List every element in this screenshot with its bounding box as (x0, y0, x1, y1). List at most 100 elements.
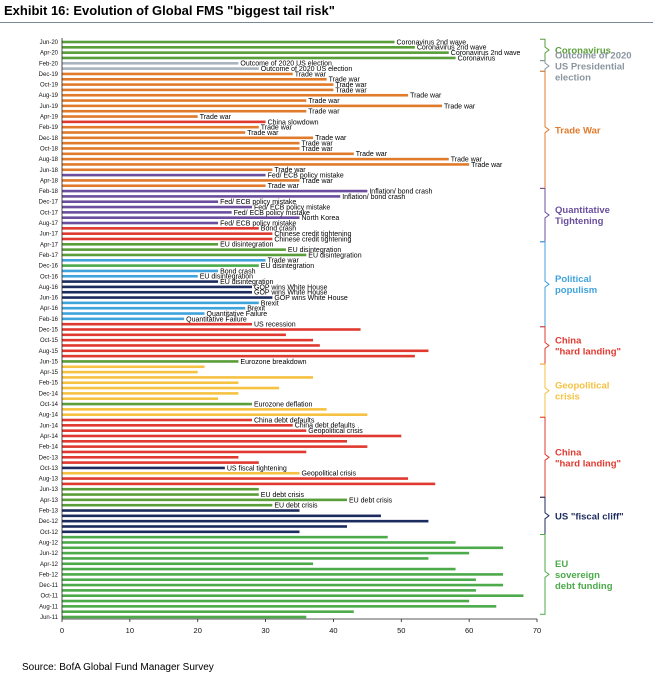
y-tick-label: Apr-14 (40, 434, 59, 440)
group-label: Quantitative (555, 205, 610, 216)
bar (62, 333, 286, 337)
group-bracket (540, 534, 550, 615)
y-tick-label: Aug-19 (39, 93, 59, 99)
bar (62, 477, 409, 480)
bar-annotation: Brexit (247, 306, 265, 313)
bar-annotation: Coronavirus 2nd wave (451, 50, 521, 57)
source-note: Source: BofA Global Fund Manager Survey (22, 662, 214, 673)
y-tick-label: Jun-18 (40, 168, 59, 174)
bar-annotation: Trade war (410, 93, 442, 100)
bar-annotation: EU debt crisis (261, 492, 305, 499)
bar (62, 40, 395, 44)
bar (62, 541, 456, 544)
bar-annotation: Trade war (451, 157, 483, 164)
bar (62, 290, 252, 294)
group-label: EU (555, 559, 568, 570)
bar-annotation: Coronavirus 2nd wave (417, 45, 487, 52)
bar-annotation: Trade war (308, 98, 340, 105)
y-tick-label: Feb-19 (39, 125, 59, 131)
bar-annotation: China slowdown (268, 119, 319, 126)
y-tick-label: Jun-15 (40, 359, 59, 365)
bar-annotation: Fed/ ECB policy mistake (254, 204, 330, 211)
group-label: Trade War (555, 125, 601, 136)
bar (62, 599, 470, 603)
y-tick-label: Oct-14 (40, 402, 59, 408)
bar-annotation: Quantitative Failure (186, 316, 247, 323)
group-label: debt funding (555, 581, 613, 592)
bar (62, 551, 470, 555)
y-tick-label: Dec-12 (39, 519, 59, 525)
bar (62, 445, 368, 448)
bar (62, 317, 185, 321)
bar (62, 450, 307, 454)
bar-annotation: Brexit (261, 300, 279, 307)
y-tick-label: Dec-19 (39, 72, 59, 78)
y-tick-label: Jun-13 (40, 487, 59, 493)
bar-annotation: Coronavirus (458, 55, 496, 62)
bar-annotation: EU disintegration (220, 279, 273, 286)
bar (62, 455, 239, 459)
bar (62, 99, 307, 102)
bar (62, 487, 259, 491)
bar (62, 503, 273, 507)
group-label: election (555, 73, 591, 84)
bar-annotation: Bond crash (220, 268, 256, 275)
y-tick-label: Jun-14 (40, 423, 59, 429)
y-tick-label: Oct-16 (40, 274, 59, 280)
y-tick-label: Feb-13 (39, 509, 59, 515)
group-label: "hard landing" (555, 347, 621, 358)
y-tick-label: Feb-15 (39, 381, 59, 387)
bar (62, 440, 347, 443)
bar (62, 221, 219, 225)
y-tick-label: Aug-18 (39, 157, 59, 163)
bar (62, 296, 273, 299)
bar (62, 424, 293, 427)
group-bracket (540, 38, 550, 62)
bar-annotation: Geopolitical crisis (308, 428, 363, 435)
bar (62, 567, 456, 571)
y-tick-label: Aug-11 (39, 604, 59, 610)
group-label: "hard landing" (555, 458, 621, 469)
chart-title: Exhibit 16: Evolution of Global FMS "big… (4, 3, 335, 18)
y-tick-label: Dec-18 (39, 136, 59, 142)
y-tick-label: Apr-19 (40, 115, 59, 121)
bar (62, 376, 314, 379)
bar (62, 115, 198, 118)
y-tick-label: Oct-15 (40, 338, 59, 344)
x-tick-label: 0 (60, 626, 64, 635)
bar (62, 62, 239, 65)
bar-annotation: Trade war (295, 71, 327, 78)
bar-annotation: Trade war (268, 258, 300, 265)
bar-annotation: EU debt crisis (274, 503, 318, 510)
bar (62, 482, 436, 486)
bar (62, 211, 232, 214)
bar-annotation: Trade war (247, 130, 279, 137)
bar (62, 46, 415, 49)
x-tick-label: 60 (465, 626, 473, 635)
bar (62, 274, 198, 278)
bar (62, 136, 314, 140)
bar (62, 83, 334, 86)
bar-annotation: China debt defaults (295, 423, 356, 430)
y-tick-label: Apr-17 (40, 242, 59, 248)
bar (62, 184, 266, 188)
bar-annotation: Trade war (471, 162, 503, 169)
y-tick-label: Dec-14 (39, 391, 59, 397)
bar (62, 264, 259, 267)
bar (62, 562, 314, 566)
bar (62, 173, 266, 177)
group-label: US Presidential (555, 62, 625, 73)
bar (62, 248, 286, 251)
y-tick-label: Apr-16 (40, 306, 59, 312)
bar-annotation: Trade war (335, 82, 367, 89)
bar (62, 408, 327, 411)
group-label: Outcome of 2020 (555, 51, 632, 62)
bar-annotation: EU disintegration (308, 252, 361, 259)
bar (62, 104, 442, 108)
bar (62, 243, 219, 246)
group-label: crisis (555, 392, 580, 403)
bar (62, 573, 504, 576)
y-tick-label: Aug-15 (39, 349, 59, 355)
y-tick-label: Apr-13 (40, 498, 59, 504)
group-label: China (555, 336, 582, 347)
